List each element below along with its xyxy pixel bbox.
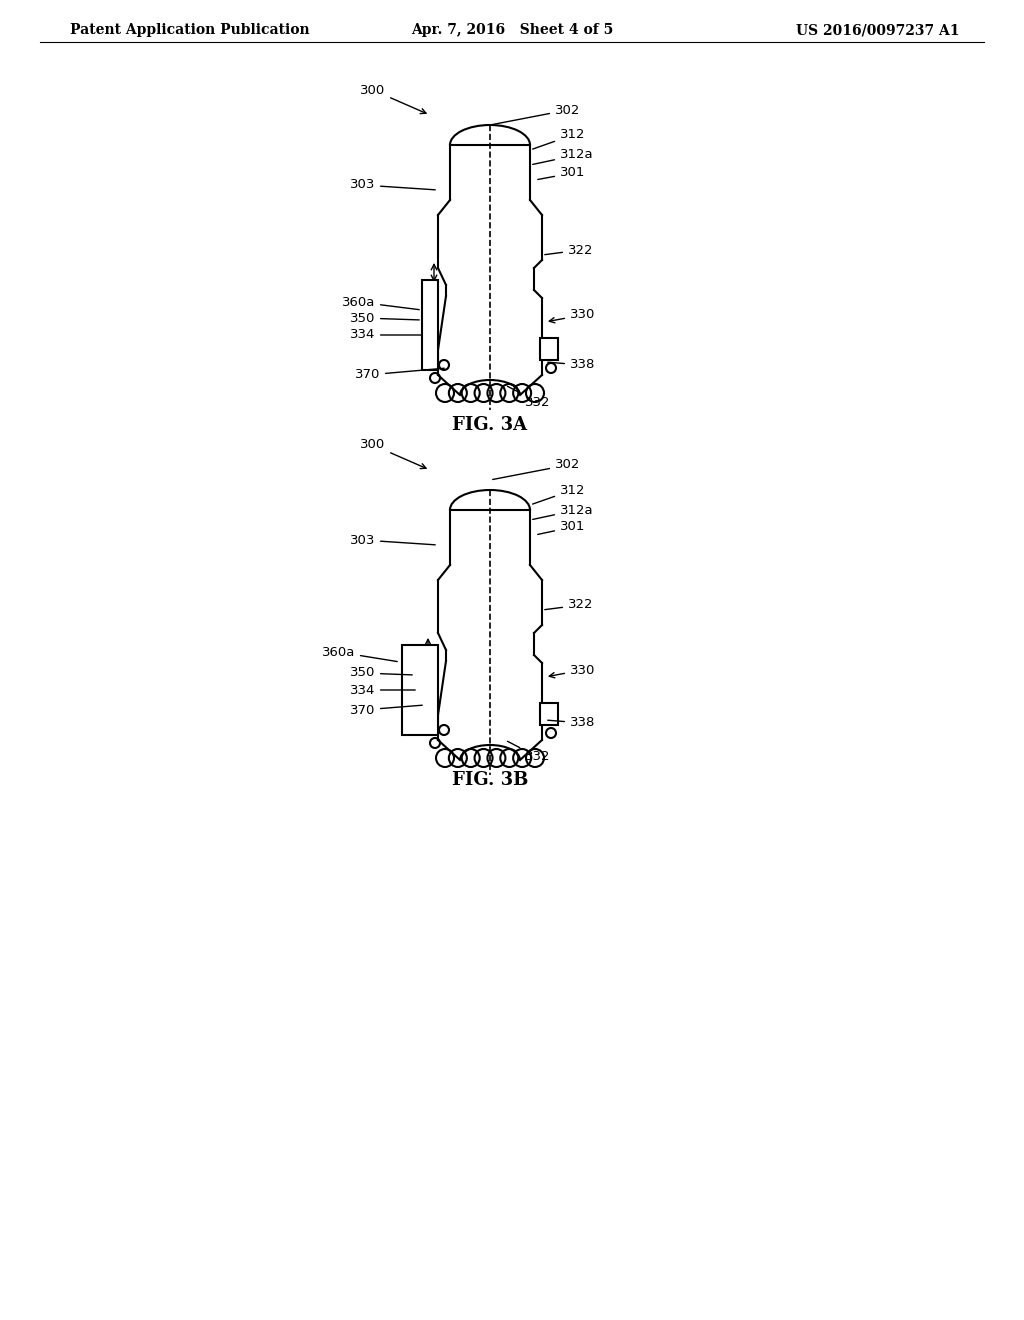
Text: 330: 330 (549, 664, 595, 678)
Text: 322: 322 (545, 598, 594, 611)
Text: 301: 301 (538, 520, 586, 535)
Text: 332: 332 (508, 742, 551, 763)
Text: 322: 322 (545, 243, 594, 256)
Bar (402, 645, 438, 735)
Text: FIG. 3B: FIG. 3B (452, 771, 528, 789)
Text: 370: 370 (349, 704, 422, 717)
Text: 360a: 360a (342, 296, 419, 310)
Text: 301: 301 (538, 166, 586, 180)
Text: 350: 350 (349, 312, 419, 325)
Text: Patent Application Publication: Patent Application Publication (70, 22, 309, 37)
Text: 312a: 312a (532, 503, 594, 519)
Text: 338: 338 (548, 359, 595, 371)
Text: 334: 334 (349, 684, 415, 697)
Text: 334: 334 (349, 329, 422, 342)
Text: 338: 338 (548, 717, 595, 730)
Bar (540, 338, 558, 360)
Text: 350: 350 (349, 667, 413, 680)
Text: 330: 330 (549, 309, 595, 323)
Bar (422, 280, 438, 370)
Text: 312: 312 (532, 128, 586, 149)
Text: FIG. 3A: FIG. 3A (453, 416, 527, 434)
Text: 370: 370 (354, 368, 444, 381)
Text: 360a: 360a (322, 645, 397, 661)
Text: Apr. 7, 2016   Sheet 4 of 5: Apr. 7, 2016 Sheet 4 of 5 (411, 22, 613, 37)
Text: 302: 302 (493, 103, 581, 124)
Text: 300: 300 (360, 438, 426, 469)
Bar (540, 704, 558, 725)
Text: 303: 303 (349, 178, 435, 191)
Text: US 2016/0097237 A1: US 2016/0097237 A1 (797, 22, 961, 37)
Text: 312a: 312a (532, 149, 594, 165)
Text: 303: 303 (349, 533, 435, 546)
Text: 332: 332 (508, 387, 551, 408)
Text: 302: 302 (493, 458, 581, 479)
Text: 300: 300 (360, 83, 426, 114)
Text: 312: 312 (532, 483, 586, 504)
